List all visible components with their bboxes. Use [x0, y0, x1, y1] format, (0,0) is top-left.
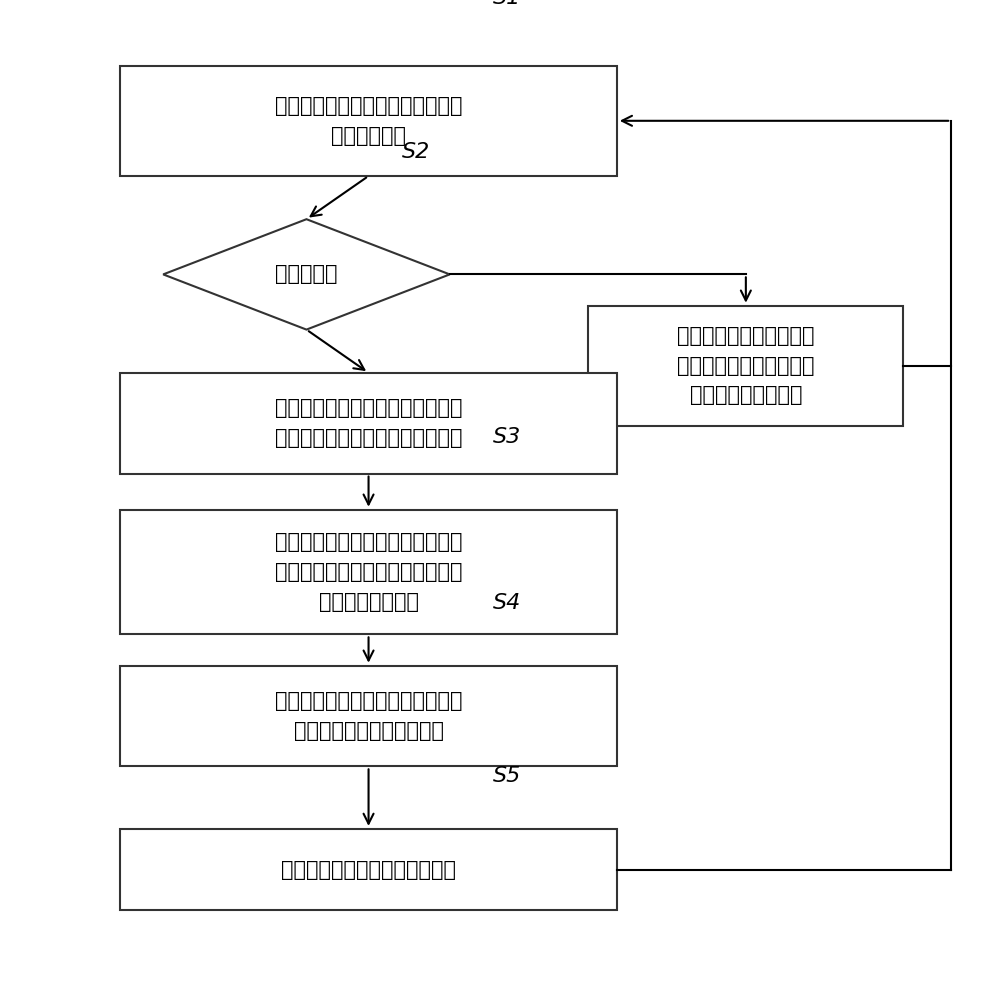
Text: 根据数据关联结果进行轨迹更新: 根据数据关联结果进行轨迹更新: [280, 860, 455, 880]
Text: S2: S2: [402, 142, 429, 162]
Polygon shape: [163, 219, 449, 330]
Text: 根据已存在轨迹所对应的卡尔曼滤
波器预测当前帧的包围框位置信息: 根据已存在轨迹所对应的卡尔曼滤 波器预测当前帧的包围框位置信息: [274, 398, 462, 448]
Text: 根据匈牙利算法对相似度矩阵进行
分配，以生成数据关联结果: 根据匈牙利算法对相似度矩阵进行 分配，以生成数据关联结果: [274, 691, 462, 741]
Text: 根据场景信息，构建检测的目标包
围框信息与预测的目标包围框信息
之间的相似度矩阵: 根据场景信息，构建检测的目标包 围框信息与预测的目标包围框信息 之间的相似度矩阵: [274, 532, 462, 612]
Text: S1: S1: [492, 0, 521, 8]
Text: S5: S5: [492, 766, 521, 786]
Bar: [587, 306, 903, 426]
Bar: [120, 829, 616, 910]
Text: 已存在轨迹: 已存在轨迹: [275, 264, 337, 284]
Bar: [120, 66, 616, 176]
Text: S4: S4: [492, 593, 521, 613]
Bar: [120, 510, 616, 634]
Text: S3: S3: [492, 427, 521, 447]
Bar: [120, 666, 616, 766]
Bar: [120, 373, 616, 474]
Text: 为检测的目标包围框信息
分配跟踪标识及卡尔曼滤
波器以构成新的轨迹: 为检测的目标包围框信息 分配跟踪标识及卡尔曼滤 波器以构成新的轨迹: [677, 326, 814, 405]
Text: 获取当前帧的场景信息及检测的目
标包围框信息: 获取当前帧的场景信息及检测的目 标包围框信息: [274, 96, 462, 146]
